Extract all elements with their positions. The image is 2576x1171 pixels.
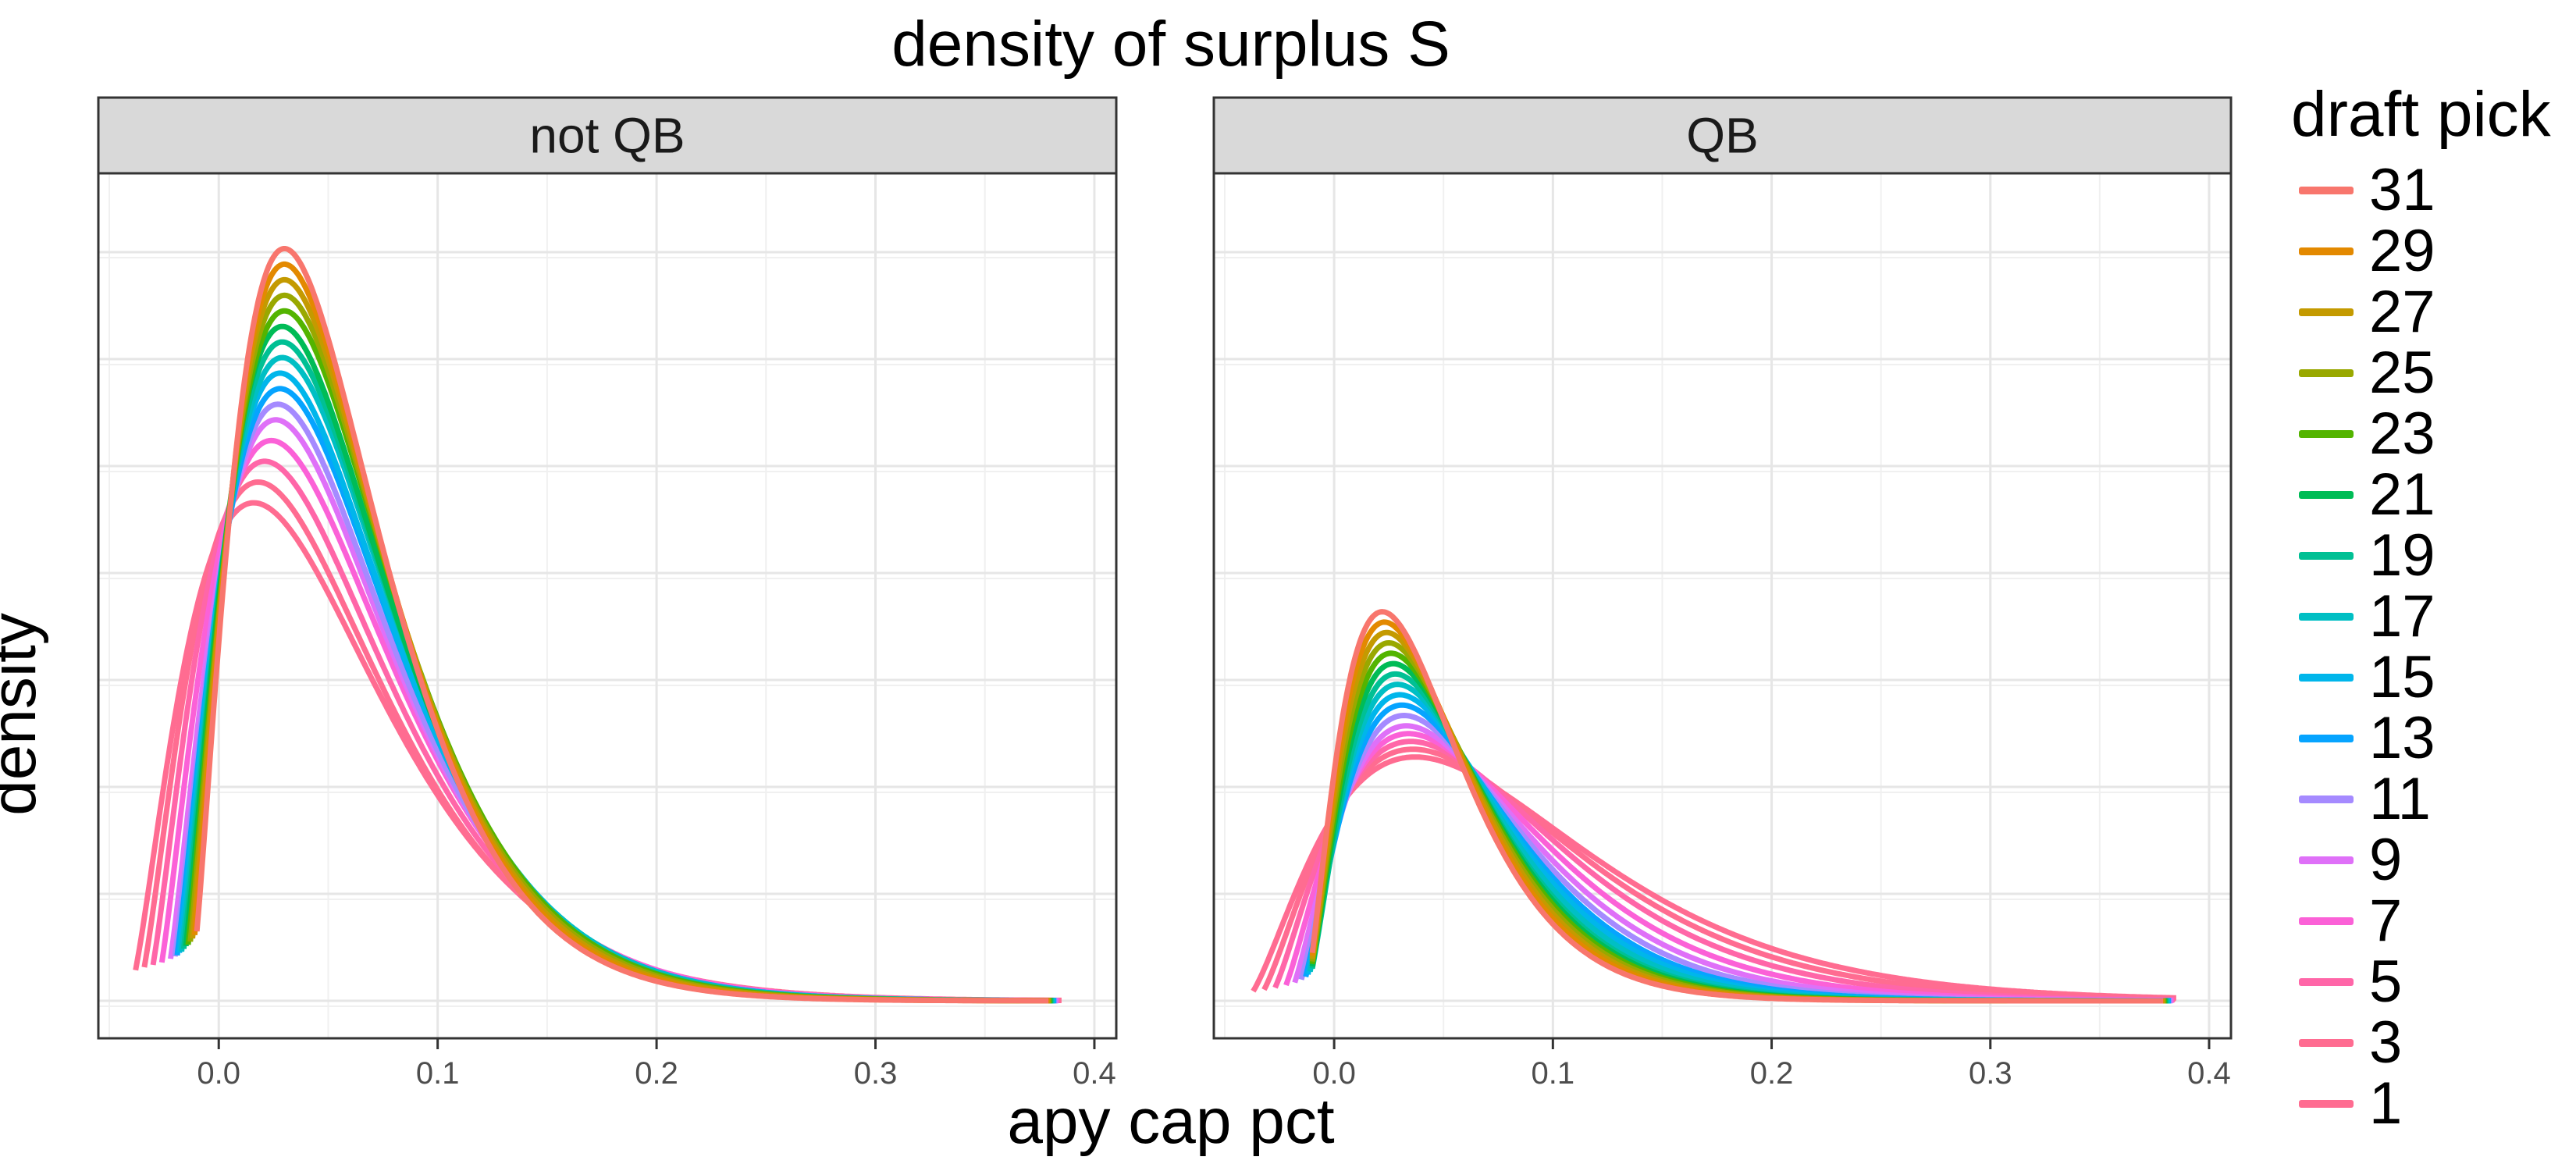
- x-tick-label: 0.4: [2187, 1056, 2231, 1091]
- legend-item-pick-5: 5: [2291, 952, 2556, 1013]
- legend-item-pick-15: 15: [2291, 647, 2556, 708]
- legend-swatch: [2299, 978, 2354, 986]
- legend-swatch: [2299, 613, 2354, 621]
- facet-label: not QB: [529, 108, 685, 164]
- facet-strip: [97, 96, 1118, 175]
- legend-swatch: [2299, 917, 2354, 925]
- legend-swatch: [2299, 1039, 2354, 1047]
- legend-swatch: [2299, 795, 2354, 803]
- legend-swatch: [2299, 1100, 2354, 1108]
- legend-item-pick-21: 21: [2291, 464, 2556, 525]
- legend-item-pick-27: 27: [2291, 282, 2556, 343]
- x-tick-label: 0.1: [1532, 1056, 1575, 1091]
- x-tick-label: 0.2: [635, 1056, 678, 1091]
- legend-item-pick-23: 23: [2291, 404, 2556, 464]
- x-tick-label: 0.2: [1750, 1056, 1794, 1091]
- legend-label: 25: [2369, 340, 2435, 406]
- legend-swatch: [2299, 430, 2354, 438]
- legend-item-pick-7: 7: [2291, 891, 2556, 952]
- facet-not-qb: not QB 0.0 0.1 0.2 0.3 0.4: [97, 96, 1118, 1091]
- legend-label: 7: [2369, 888, 2403, 954]
- legend-label: 23: [2369, 400, 2435, 467]
- legend-label: 27: [2369, 279, 2435, 345]
- x-tick-label: 0.0: [197, 1056, 240, 1091]
- legend-item-pick-9: 9: [2291, 830, 2556, 891]
- legend-item-pick-29: 29: [2291, 221, 2556, 282]
- legend-label: 9: [2369, 827, 2403, 893]
- legend-label: 21: [2369, 461, 2435, 528]
- legend-label: 11: [2369, 766, 2431, 832]
- series-line-pick-1: [1251, 754, 2178, 1001]
- legend-swatch: [2299, 856, 2354, 864]
- x-tick-label: 0.0: [1312, 1056, 1356, 1091]
- legend-swatch: [2299, 247, 2354, 255]
- legend-item-pick-11: 11: [2291, 769, 2556, 830]
- facet-label: QB: [1686, 108, 1758, 164]
- legend-swatch: [2299, 369, 2354, 377]
- legend-label: 3: [2369, 1009, 2403, 1076]
- plot-area: [98, 173, 1116, 1038]
- legend-swatch: [2299, 491, 2354, 499]
- legend-item-pick-17: 17: [2291, 586, 2556, 647]
- x-tick-label: 0.1: [416, 1056, 460, 1091]
- legend-label: 17: [2369, 583, 2435, 650]
- facet-qb: QB 0.0 0.1 0.2 0.3 0.4: [1212, 96, 2233, 1091]
- legend-swatch: [2299, 674, 2354, 682]
- legend-swatch: [2299, 308, 2354, 316]
- plot-area: [1214, 173, 2231, 1038]
- x-tick-label: 0.4: [1073, 1056, 1116, 1091]
- legend-label: 19: [2369, 522, 2435, 589]
- facet-strip: [1212, 96, 2233, 175]
- legend-title: draft pick: [2291, 79, 2551, 150]
- legend-label: 13: [2369, 705, 2435, 771]
- x-tick-label: 0.3: [1969, 1056, 2012, 1091]
- legend-label: 5: [2369, 949, 2403, 1015]
- legend-swatch: [2299, 552, 2354, 560]
- legend-item-pick-25: 25: [2291, 343, 2556, 404]
- legend-swatch: [2299, 735, 2354, 742]
- legend-label: 15: [2369, 644, 2435, 710]
- x-tick-label: 0.3: [854, 1056, 898, 1091]
- y-axis-label: density: [0, 613, 49, 816]
- legend-label: 1: [2369, 1070, 2403, 1137]
- legend-item-pick-13: 13: [2291, 708, 2556, 769]
- x-axis-label: apy cap pct: [1007, 1086, 1335, 1157]
- legend-label: 31: [2369, 157, 2435, 223]
- chart-title: density of surplus S: [891, 9, 1450, 80]
- series-line-pick-31: [194, 246, 1050, 1004]
- legend-item-pick-19: 19: [2291, 525, 2556, 586]
- series-line-pick-31: [1309, 609, 2165, 1004]
- legend-item-pick-3: 3: [2291, 1013, 2556, 1073]
- legend-item-pick-31: 31: [2291, 160, 2556, 221]
- legend-item-pick-1: 1: [2291, 1073, 2556, 1134]
- legend-swatch: [2299, 187, 2354, 194]
- legend-label: 29: [2369, 218, 2435, 284]
